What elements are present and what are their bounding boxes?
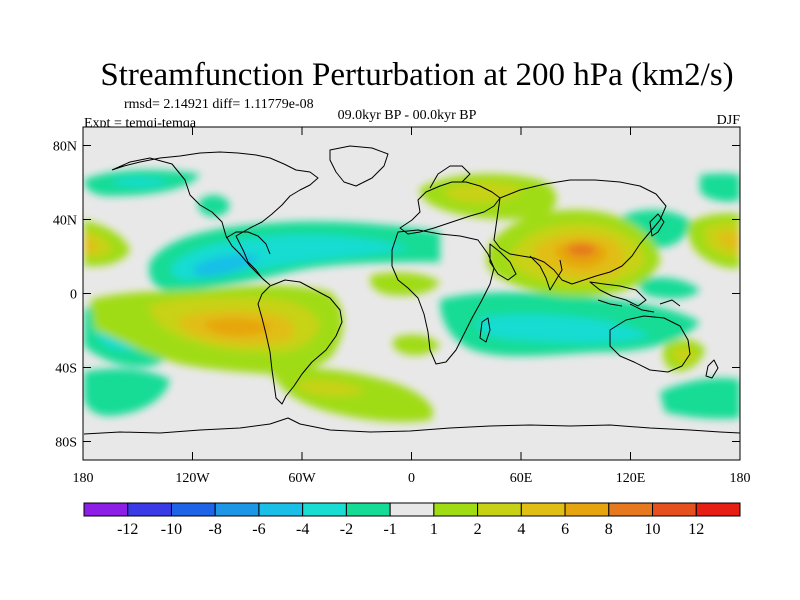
coast-arabia <box>489 243 517 281</box>
coast-greenland <box>329 145 389 187</box>
colorbar: -12 -10 -8 -6 -4 -2 -1 1 2 4 6 8 10 12 <box>83 502 741 538</box>
neg-arctic-pacific <box>700 173 740 202</box>
colorbar-swatch <box>389 502 435 517</box>
colorbar-label: -1 <box>383 521 396 538</box>
coast-scandinavia <box>429 165 471 189</box>
coastlines <box>83 145 740 435</box>
coast-europe <box>399 181 501 235</box>
x-tick-label: 120W <box>175 471 210 486</box>
pos-core-europe <box>444 182 522 203</box>
neg-strong-tropical-atlantic <box>193 254 260 277</box>
colorbar-swatch <box>652 502 697 517</box>
chart-season: DJF <box>717 113 741 128</box>
chart-period: 09.0kyr BP - 00.0kyr BP <box>338 108 477 123</box>
y-tick-label: 40N <box>53 214 77 229</box>
colorbar-swatch <box>520 502 566 517</box>
neg-southern-ocean-west <box>84 368 170 416</box>
neg-north-atlantic-small <box>198 195 230 217</box>
pos-north-atlantic <box>370 272 440 296</box>
colorbar-label: -10 <box>161 521 182 538</box>
colorbar-label: 6 <box>561 521 569 538</box>
x-tick-label: 60E <box>510 471 533 486</box>
pos-strong-north-pacific-dateline <box>84 236 98 253</box>
colorbar-label: 8 <box>605 521 613 538</box>
y-axis: 80N 40N 0 40S 80S <box>53 140 740 451</box>
anomaly-field <box>84 170 740 423</box>
pos-max-asia <box>567 242 597 257</box>
colorbar-swatch <box>608 502 654 517</box>
chart-title: Streamfunction Perturbation at 200 hPa (… <box>100 57 733 93</box>
coast-gulf <box>225 231 271 255</box>
colorbar-label: 12 <box>688 521 704 538</box>
coast-antarctica <box>83 417 740 435</box>
colorbar-swatch <box>695 502 741 517</box>
neg-core-indian-ocean <box>477 314 650 344</box>
coast-south-america <box>257 279 343 405</box>
coast-madagascar <box>479 317 491 343</box>
pos-peak-south-america <box>204 318 272 336</box>
colorbar-label: -4 <box>296 521 309 538</box>
colorbar-label: 4 <box>517 521 525 538</box>
y-tick-label: 80S <box>55 436 77 451</box>
neg-core-north-pacific-east <box>110 177 170 187</box>
pos-strong-north-pacific-east <box>718 232 740 250</box>
colorbar-label: -6 <box>252 521 265 538</box>
coast-africa <box>391 229 495 365</box>
neg-southern-ocean-east <box>660 378 740 419</box>
colorbar-swatch <box>127 502 172 517</box>
colorbar-label: 2 <box>474 521 482 538</box>
coast-new-zealand <box>705 359 719 379</box>
chart-stats: rmsd= 2.14921 diff= 1.11779e-08 <box>124 97 314 112</box>
y-tick-label: 80N <box>53 140 77 155</box>
colorbar-label: -8 <box>209 521 222 538</box>
coast-australia <box>609 315 691 373</box>
map-area <box>83 127 740 460</box>
colorbar-swatch <box>258 502 304 517</box>
x-tick-label: 180 <box>73 471 94 486</box>
colorbar-swatch <box>345 502 391 517</box>
pos-core-south-atlantic <box>298 380 365 397</box>
x-axis: 180 120W 60W 0 60E 120E 180 <box>73 127 751 486</box>
coast-asia <box>493 179 667 285</box>
x-tick-label: 180 <box>730 471 751 486</box>
coast-indonesia <box>597 299 681 313</box>
colorbar-swatch <box>477 502 522 517</box>
pos-southwest-pacific-core <box>672 347 697 363</box>
coast-india <box>529 255 563 291</box>
x-tick-label: 120E <box>616 471 646 486</box>
colorbar-swatch <box>302 502 347 517</box>
coast-southeast-asia <box>589 281 647 307</box>
colorbar-label: -12 <box>117 521 138 538</box>
colorbar-swatch <box>433 502 479 517</box>
y-tick-label: 0 <box>70 288 77 303</box>
neg-east-asia <box>638 277 700 299</box>
colorbar-label: -2 <box>340 521 353 538</box>
colorbar-swatch <box>83 502 129 517</box>
colorbar-swatch <box>564 502 610 517</box>
colorbar-label: 10 <box>645 521 661 538</box>
colorbar-label: 1 <box>430 521 438 538</box>
x-tick-label: 60W <box>288 471 316 486</box>
coast-north-america <box>111 151 319 286</box>
x-tick-label: 0 <box>408 471 415 486</box>
coast-japan <box>649 213 665 237</box>
colorbar-swatch <box>170 502 216 517</box>
colorbar-swatch <box>214 502 260 517</box>
pos-equatorial-atlantic <box>392 334 440 356</box>
y-tick-label: 40S <box>55 362 77 377</box>
